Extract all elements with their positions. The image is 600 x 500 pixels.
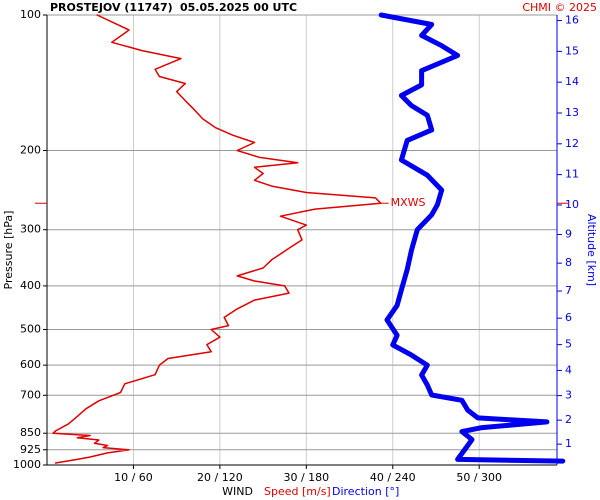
y-tick-label: 700 [20,388,41,401]
credit: CHMI © 2025 [522,1,597,14]
x-tick-label: 10 / 60 [114,471,153,484]
y2-tick-label: 13 [565,106,579,119]
chart-title: PROSTEJOV (11747) [50,1,173,14]
speed-line [52,14,382,464]
x-tick-label: 40 / 240 [370,471,416,484]
legend-speed: Speed [m/s] [264,485,331,498]
x-tick-label: 50 / 300 [456,471,502,484]
y-tick-label: 200 [20,143,41,156]
y2-tick-label: 2 [565,413,572,426]
x-tick-label: 30 / 180 [283,471,329,484]
x-tick-label: 20 / 120 [197,471,243,484]
y2-tick-label: 7 [565,284,572,297]
y2-tick-label: 5 [565,338,572,351]
chart-subtitle: 05.05.2025 00 UTC [180,1,297,14]
y-tick-label: 100 [20,8,41,21]
annotation: MXWS [391,196,426,209]
y2-tick-label: 4 [565,363,572,376]
y-tick-label: 500 [20,323,41,336]
y2-tick-label: 15 [565,44,579,57]
y-tick-label: 600 [20,358,41,371]
y2-axis-label: Altitude [km] [585,214,598,286]
y2-tick-label: 6 [565,311,572,324]
y2-tick-label: 9 [565,227,572,240]
y-tick-label: 1000 [13,458,41,471]
y2-tick-label: 8 [565,256,572,269]
y-tick-label: 850 [20,426,41,439]
direction-line [378,12,566,464]
y2-tick-label: 14 [565,75,579,88]
y2-tick-label: 12 [565,137,579,150]
x-axis-label: WIND [222,485,253,498]
y2-tick-label: 11 [565,168,579,181]
y2-tick-label: 3 [565,389,572,402]
y-axis-label: Pressure [hPa] [2,211,15,290]
legend-direction: Direction [°] [332,485,399,498]
y2-tick-label: 10 [565,198,579,211]
y2-tick-label: 16 [565,14,579,27]
y-tick-label: 925 [20,443,41,456]
y-tick-label: 400 [20,279,41,292]
y-tick-label: 300 [20,223,41,236]
y2-tick-label: 1 [565,437,572,450]
